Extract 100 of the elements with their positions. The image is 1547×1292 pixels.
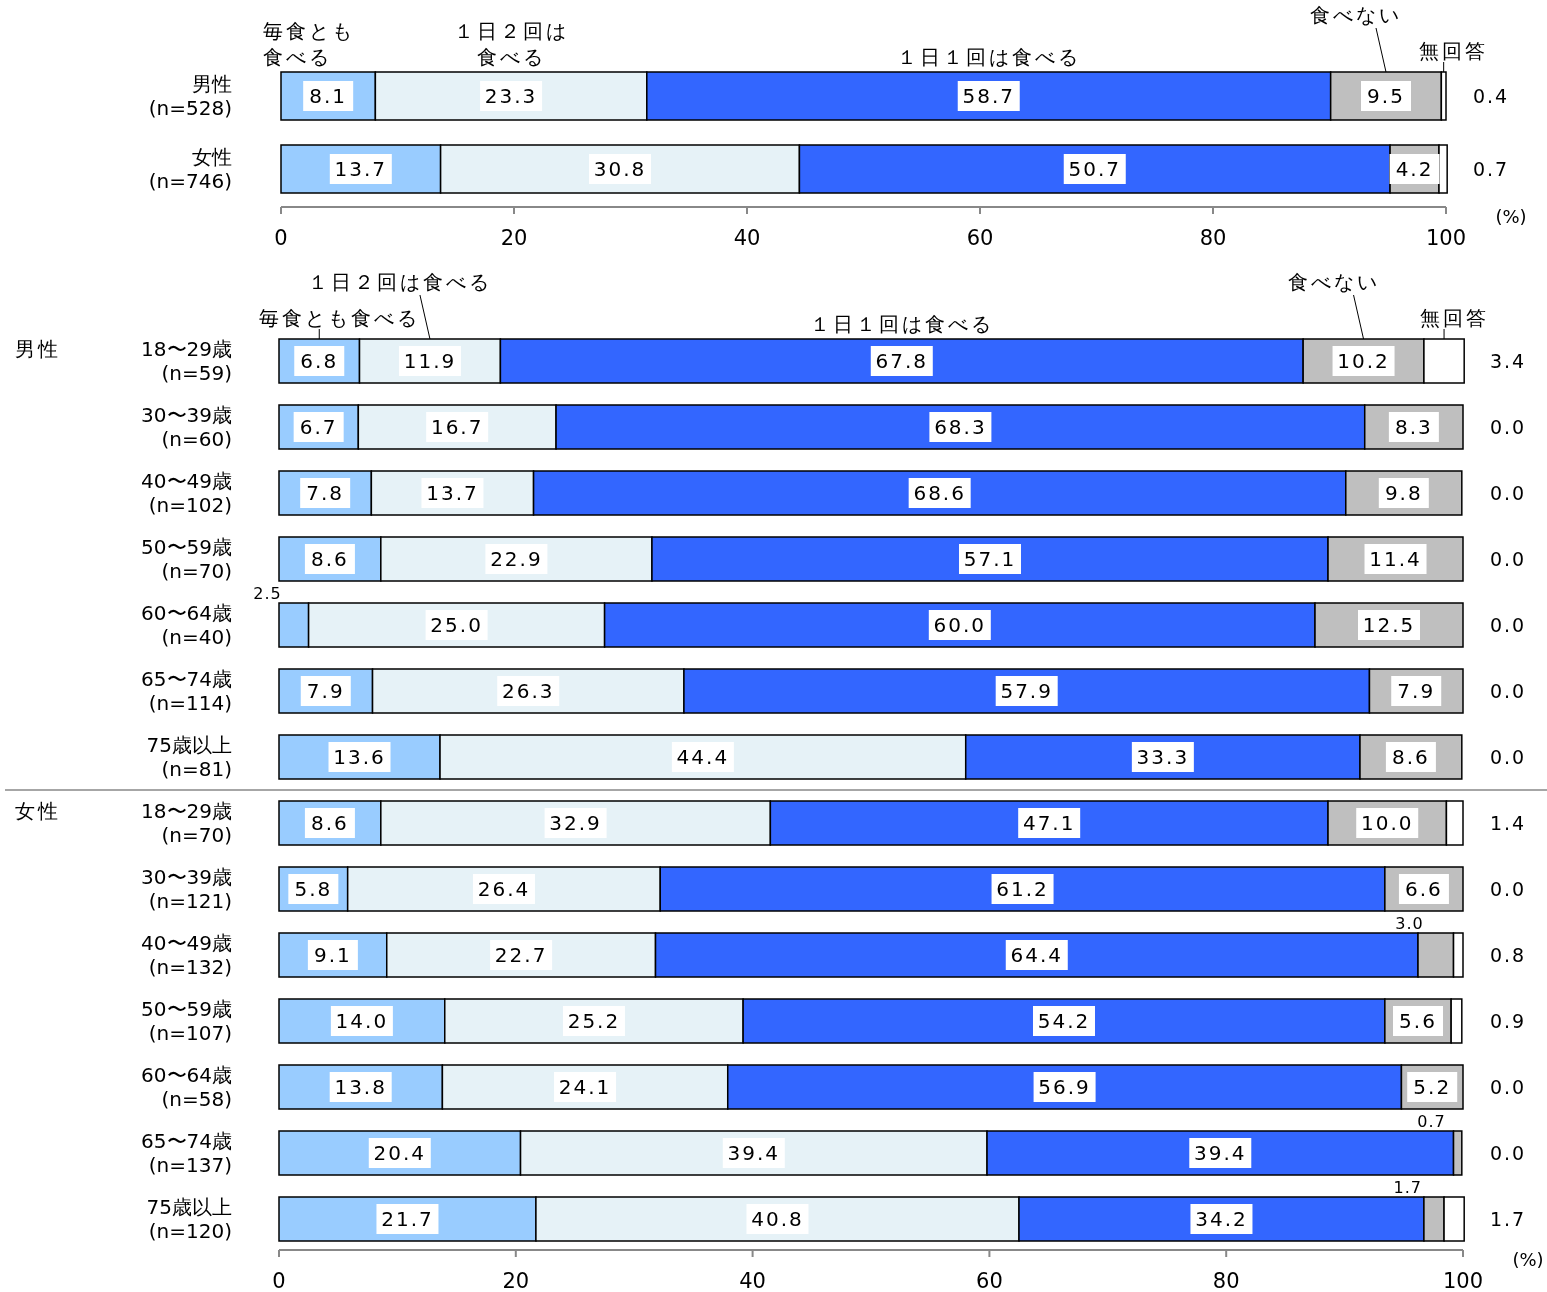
data-label: 10.2 (1337, 349, 1390, 373)
series-label: １日１回は食べる (896, 45, 1081, 69)
data-label: 7.9 (306, 679, 345, 703)
data-label: 3.4 (1489, 350, 1527, 372)
data-label: 0.0 (1489, 746, 1527, 768)
data-label: 22.9 (490, 547, 543, 571)
data-label: 39.4 (1194, 1141, 1247, 1165)
data-label: 8.1 (309, 84, 348, 108)
data-label: 2.5 (253, 584, 282, 603)
data-label: 33.3 (1136, 745, 1190, 769)
data-label: 0.7 (1417, 1112, 1446, 1131)
text: (%) (1495, 206, 1527, 227)
data-label: 9.8 (1384, 481, 1423, 505)
data-label: 0.0 (1489, 482, 1527, 504)
data-label: 22.7 (494, 943, 548, 967)
data-label: 26.3 (501, 679, 555, 703)
data-label: 47.1 (1022, 811, 1076, 835)
y-tick-label: 30〜39歳 (n=60) (141, 403, 232, 451)
text: １日２回は食べる (307, 270, 492, 294)
text: (%) (1512, 1249, 1544, 1270)
x-tick-label: 0 (274, 226, 288, 250)
data-label: 0.0 (1489, 878, 1527, 900)
data-label: 0.8 (1489, 944, 1527, 966)
y-tick-label: 60〜64歳 (n=58) (141, 1063, 232, 1111)
data-label: 0.0 (1489, 680, 1527, 702)
data-label: 8.6 (311, 811, 349, 835)
y-tick-label: 40〜49歳 (n=102) (141, 469, 232, 517)
data-label: 21.7 (381, 1207, 434, 1231)
data-label: 5.6 (1399, 1009, 1437, 1033)
text: 女性 (15, 799, 61, 823)
y-tick-label: 50〜59歳 (n=70) (141, 535, 232, 583)
y-tick-label: 女性 (n=746) (148, 145, 232, 193)
x-tick-label: 0 (272, 1269, 286, 1292)
data-label: 50.7 (1068, 157, 1122, 181)
data-label: 64.4 (1010, 943, 1064, 967)
series-label: 無回答 (1419, 39, 1489, 63)
data-label: 20.4 (373, 1141, 427, 1165)
data-label: 25.0 (430, 613, 483, 637)
data-label: 9.1 (313, 943, 352, 967)
data-label: 60.0 (933, 613, 987, 637)
x-tick-label: 80 (1212, 1269, 1240, 1292)
data-label: 13.8 (334, 1075, 387, 1099)
y-tick-label: 30〜39歳 (n=121) (141, 865, 232, 913)
data-label: 12.5 (1362, 613, 1416, 637)
x-tick-label: 40 (733, 226, 761, 250)
data-label: 0.0 (1489, 416, 1527, 438)
data-label: 68.6 (913, 481, 966, 505)
data-label: 4.2 (1395, 157, 1434, 181)
data-label: 3.0 (1395, 914, 1424, 933)
data-label: 0.4 (1472, 85, 1510, 107)
data-label: 0.0 (1489, 548, 1527, 570)
x-tick-label: 60 (966, 226, 994, 250)
data-label: 6.8 (300, 349, 339, 373)
data-label: 1.4 (1489, 812, 1527, 834)
data-label: 0.9 (1489, 1010, 1527, 1032)
y-tick-label: 50〜59歳 (n=107) (141, 997, 232, 1045)
data-label: 7.9 (1397, 679, 1436, 703)
data-label: 40.8 (751, 1207, 804, 1231)
data-label: 10.0 (1360, 811, 1414, 835)
y-tick-label: 40〜49歳 (n=132) (141, 931, 232, 979)
data-label: 6.6 (1405, 877, 1443, 901)
series-label: １日２回は食べる (453, 19, 569, 69)
x-tick-label: 100 (1442, 1269, 1484, 1292)
data-label: 5.8 (294, 877, 333, 901)
data-label: 67.8 (875, 349, 929, 373)
data-label: 58.7 (962, 84, 1015, 108)
legend-label: 毎食とも食べる (258, 306, 420, 330)
data-label: 1.7 (1393, 1178, 1422, 1197)
data-label: 0.0 (1489, 614, 1527, 636)
data-label: 0.7 (1472, 158, 1510, 180)
series-label: 無回答 (1419, 306, 1489, 330)
x-tick-label: 20 (500, 226, 528, 250)
x-tick-label: 100 (1425, 226, 1467, 250)
data-label: 7.8 (306, 481, 345, 505)
data-label: 16.7 (430, 415, 484, 439)
data-label: 30.8 (593, 157, 647, 181)
data-label: 13.6 (333, 745, 386, 769)
x-tick-label: 40 (739, 1269, 766, 1292)
series-label: １日１回は食べる (809, 312, 994, 336)
data-label: 25.2 (567, 1009, 621, 1033)
x-tick-label: 20 (502, 1269, 530, 1292)
data-label: 5.2 (1413, 1075, 1452, 1099)
data-label: 11.9 (403, 349, 457, 373)
y-tick-label: 男性 (n=528) (148, 72, 232, 120)
data-label: 54.2 (1037, 1009, 1091, 1033)
data-label: 0.0 (1489, 1142, 1527, 1164)
y-tick-label: 18〜29歳 (n=70) (141, 799, 232, 847)
y-tick-label: 65〜74歳 (n=114) (141, 667, 232, 715)
data-label: 39.4 (727, 1141, 781, 1165)
data-label: 1.7 (1489, 1208, 1527, 1230)
y-tick-label: 75歳以上 (n=81) (146, 733, 232, 781)
text: 食べない (1310, 3, 1402, 27)
data-label: 8.6 (1392, 745, 1430, 769)
x-tick-label: 60 (976, 1269, 1003, 1292)
data-label: 9.5 (1367, 84, 1405, 108)
data-label: 68.3 (934, 415, 987, 439)
data-label: 11.4 (1369, 547, 1422, 571)
data-label: 57.1 (963, 547, 1017, 571)
data-label: 23.3 (484, 84, 538, 108)
data-label: 13.7 (426, 481, 479, 505)
